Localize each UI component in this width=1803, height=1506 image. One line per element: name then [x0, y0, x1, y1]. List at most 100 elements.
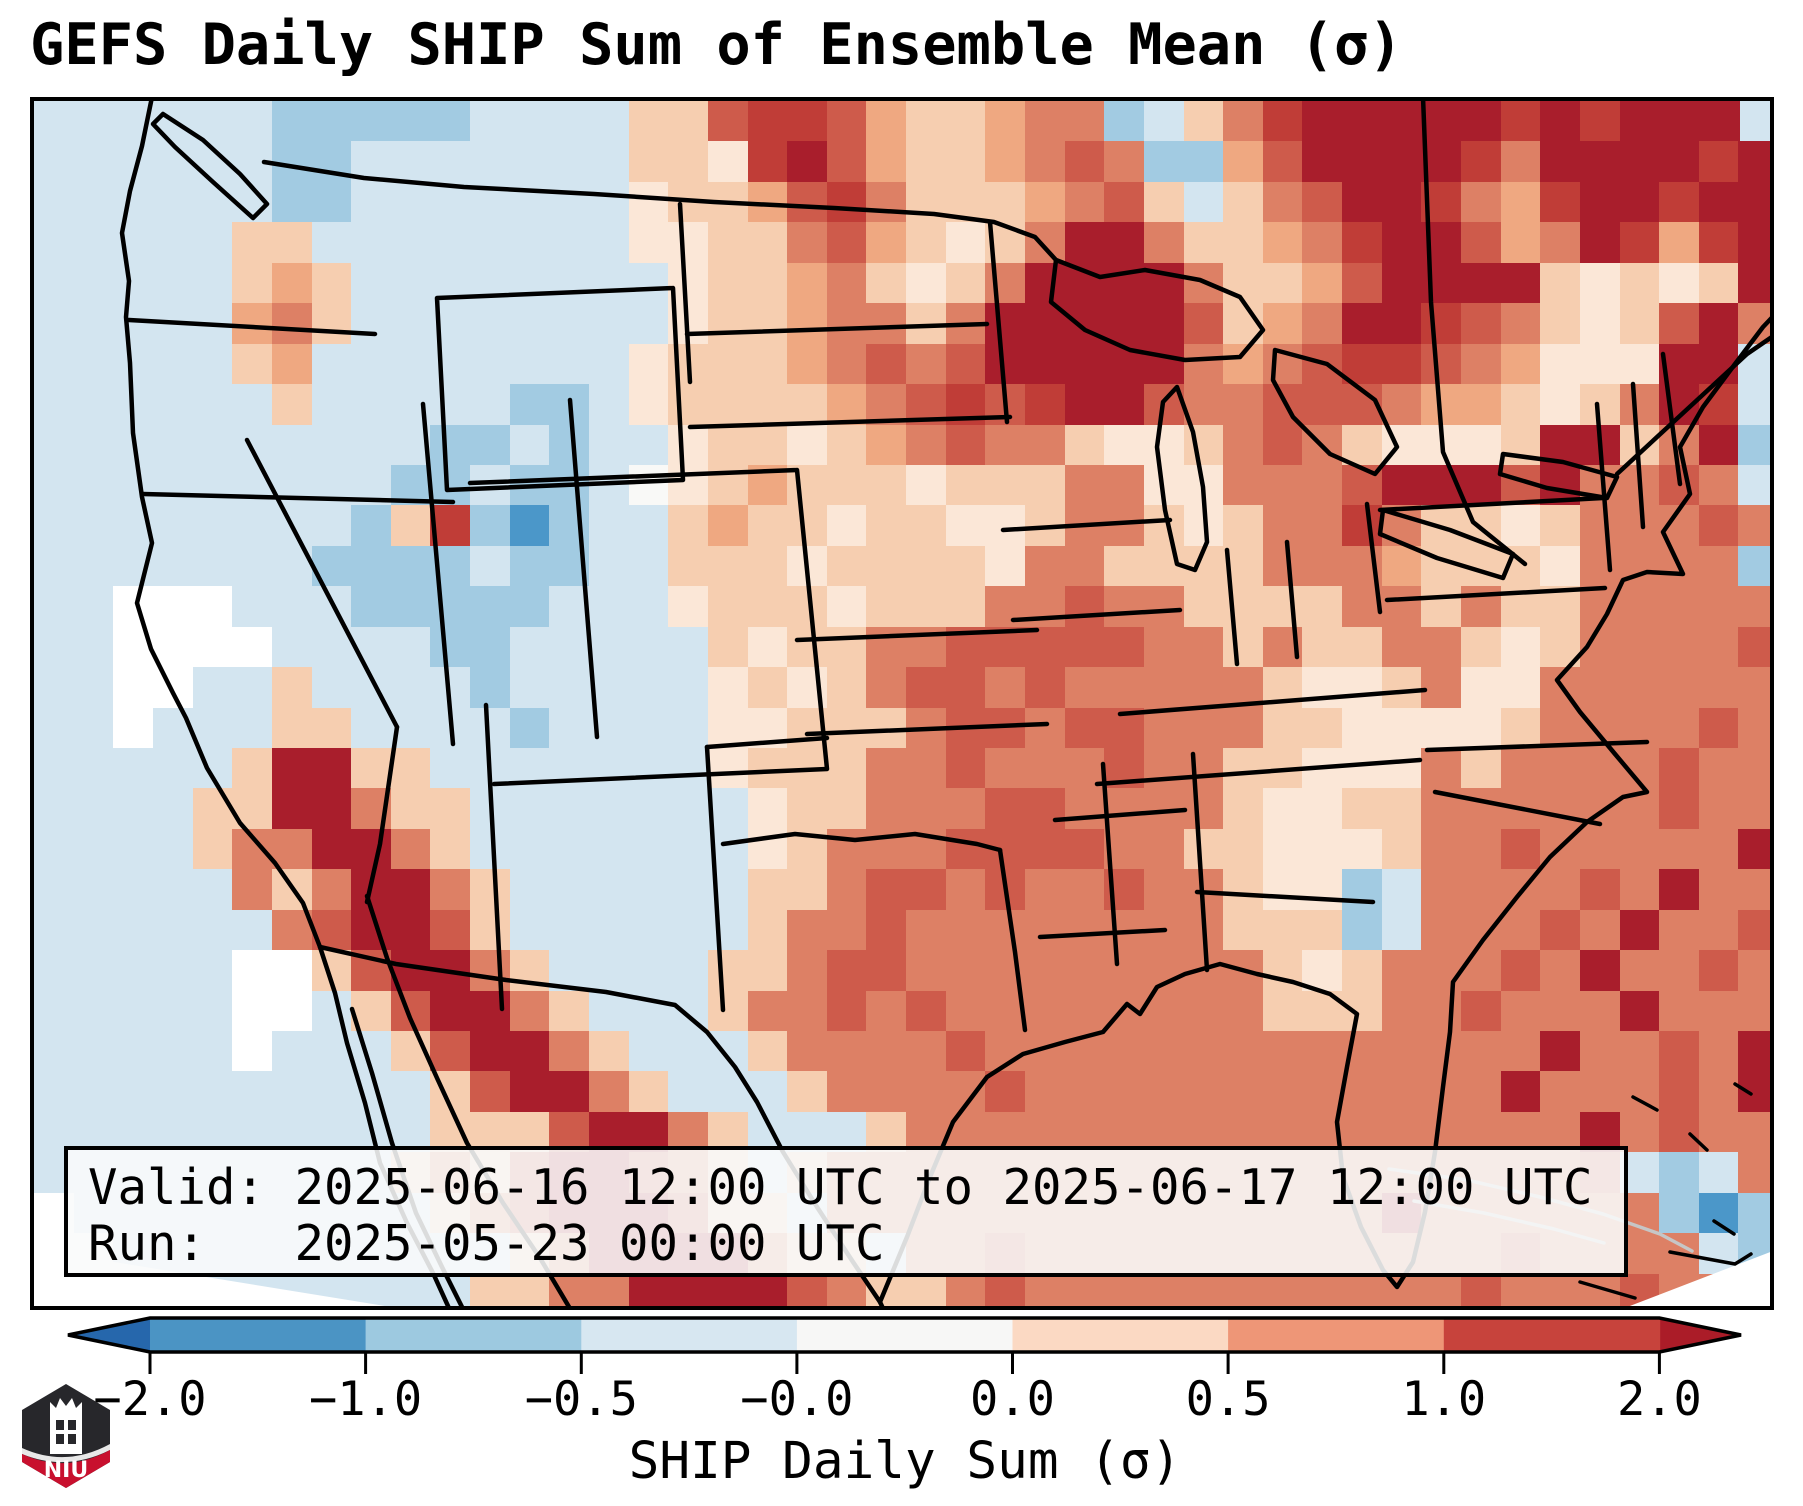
grid-cell: [1381, 828, 1423, 871]
grid-cell: [1104, 505, 1146, 548]
grid-cell: [1143, 181, 1185, 224]
grid-cell: [1619, 990, 1661, 1033]
grid-cell: [1342, 707, 1383, 750]
grid-cell: [1064, 424, 1106, 467]
grid-cell: [826, 141, 868, 184]
grid-cell: [1302, 1031, 1344, 1073]
colorbar-tick-label: −1.0: [309, 1372, 423, 1427]
grid-cell: [470, 303, 511, 346]
grid-cell: [866, 303, 908, 346]
grid-cell: [1064, 990, 1106, 1033]
grid-cell: [311, 990, 353, 1033]
grid-cell: [1698, 303, 1740, 346]
lake-superior: [1048, 257, 1266, 363]
grid-cell: [271, 707, 313, 750]
grid-cell: [192, 464, 234, 507]
grid-cell: [707, 586, 749, 629]
grid-cell: [1460, 222, 1502, 265]
grid-cell: [945, 101, 987, 143]
grid-cell: [668, 788, 710, 831]
grid-cell: [73, 343, 115, 386]
grid-cell: [866, 747, 908, 790]
grid-cell: [1579, 101, 1621, 143]
grid-cell: [1143, 1071, 1185, 1114]
grid-cell: [1064, 181, 1106, 224]
grid-cell: [351, 1273, 393, 1306]
grid-cell: [390, 586, 432, 629]
grid-cell: [509, 626, 551, 669]
grid-cell: [549, 141, 591, 184]
grid-cell: [311, 707, 353, 750]
grid-cell: [271, 384, 313, 426]
grid-cell: [152, 788, 194, 831]
grid-cell: [707, 667, 749, 710]
grid-cell: [1262, 828, 1304, 871]
grid-cell: [1738, 828, 1770, 871]
grid-cell: [1381, 222, 1423, 265]
grid-cell: [1500, 950, 1542, 993]
grid-cell: [945, 545, 987, 588]
grid-cell: [1104, 384, 1146, 426]
state-border-wa-or: [126, 317, 378, 337]
grid-cell: [787, 384, 829, 426]
grid-cell: [1342, 424, 1383, 467]
grid-cell: [1104, 1273, 1146, 1306]
grid-cell: [628, 788, 670, 831]
grid-cell: [1342, 909, 1383, 952]
grid-cell: [906, 788, 947, 831]
grid-cell: [826, 707, 868, 750]
grid-cell: [430, 788, 472, 831]
grid-cell: [1223, 788, 1265, 831]
grid-cell: [1302, 141, 1344, 184]
grid-cell: [826, 1031, 868, 1073]
grid-cell: [1262, 909, 1304, 952]
grid-cell: [271, 747, 313, 790]
grid-cell: [985, 303, 1027, 346]
grid-cell: [390, 1071, 432, 1114]
grid-cell: [113, 1071, 155, 1114]
grid-cell: [945, 1273, 987, 1306]
grid-cell: [509, 707, 551, 750]
grid-cell: [1183, 1071, 1225, 1114]
grid-cell: [1262, 262, 1304, 305]
grid-cell: [192, 788, 234, 831]
grid-cell: [787, 788, 829, 831]
grid-cell: [1143, 1031, 1185, 1073]
grid-cell: [549, 424, 591, 467]
grid-cell: [1540, 262, 1582, 305]
grid-cell: [470, 424, 511, 467]
grid-cell: [1540, 909, 1582, 952]
grid-cell: [1619, 141, 1661, 184]
grid-cell: [985, 464, 1027, 507]
state-border-nc-sc: [1432, 789, 1603, 827]
grid-cell: [1024, 1071, 1066, 1114]
grid-cell: [1064, 626, 1106, 669]
grid-cell: [668, 384, 710, 426]
grid-cell: [1183, 1031, 1225, 1073]
grid-cell: [1342, 222, 1383, 265]
grid-cell: [945, 950, 987, 993]
grid-cell: [73, 1031, 115, 1073]
grid-cell: [73, 303, 115, 346]
grid-cell: [985, 101, 1027, 143]
lake-huron: [1270, 347, 1400, 477]
grid-cell: [1659, 303, 1701, 346]
grid-cell: [588, 101, 630, 143]
grid-cell: [1500, 262, 1542, 305]
domain-edge-wedge-se: [1629, 1252, 1770, 1306]
grid-cell: [73, 869, 115, 912]
grid-cell: [1143, 586, 1185, 629]
grid-cell: [1024, 788, 1066, 831]
grid-cell: [549, 1031, 591, 1073]
colorbar-tick-label: 1.0: [1401, 1372, 1487, 1427]
grid-cell: [311, 101, 353, 143]
grid-cell: [1064, 1273, 1106, 1306]
grid-cell: [1460, 343, 1502, 386]
grid-cell: [747, 788, 789, 831]
grid-cell: [945, 788, 987, 831]
grid-cell: [1024, 343, 1066, 386]
grid-cell: [747, 667, 789, 710]
grid-cell: [1500, 303, 1542, 346]
grid-cell: [1460, 990, 1502, 1033]
grid-cell: [1579, 343, 1621, 386]
